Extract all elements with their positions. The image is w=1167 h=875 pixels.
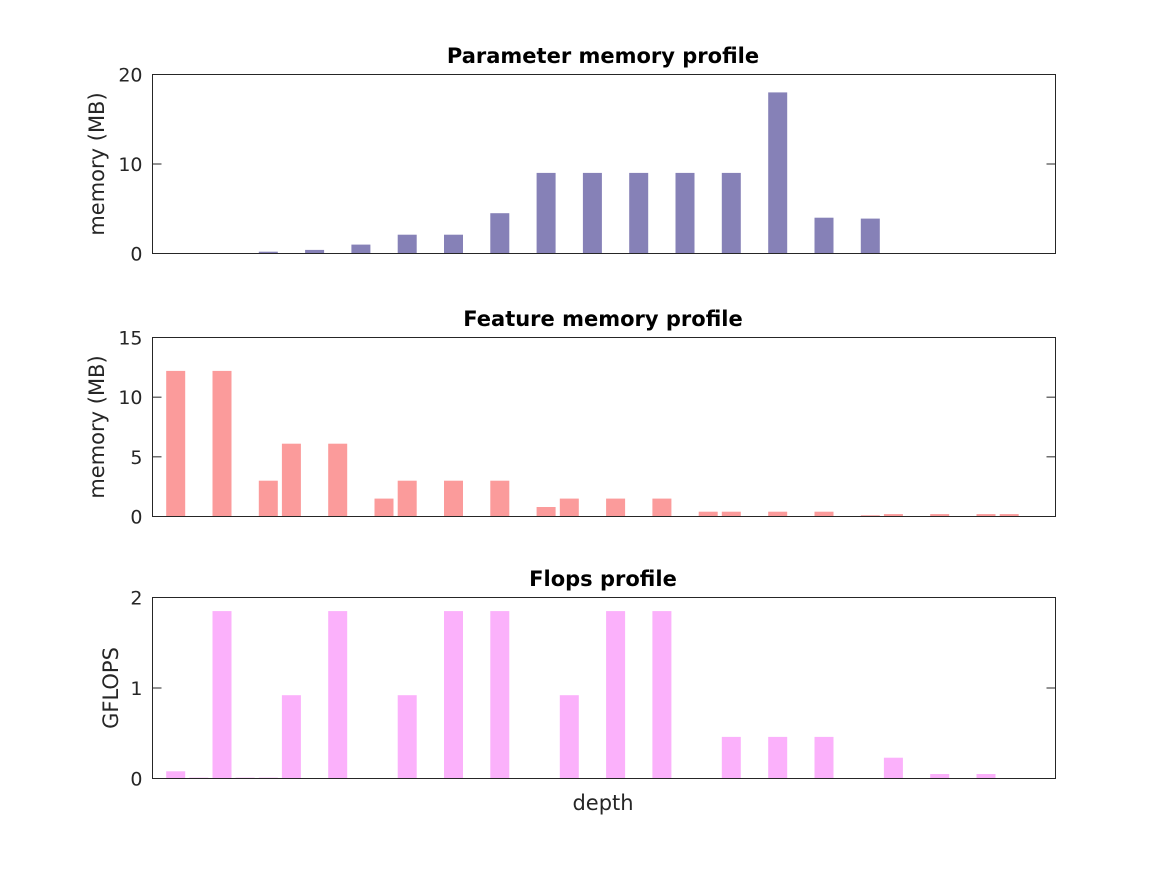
bars-group: [166, 611, 996, 779]
feature-memory-chart: Feature memory profile memory (MB) 0 5 10 1…: [85, 307, 1056, 529]
bar: [212, 611, 232, 779]
bar: [397, 234, 417, 254]
bar: [675, 172, 695, 254]
bar: [698, 511, 718, 517]
bar: [444, 234, 463, 254]
y-tick-label: 5: [130, 447, 142, 469]
bar: [397, 480, 417, 517]
bar: [582, 172, 602, 254]
bars-group: [166, 370, 1019, 517]
y-axis-label: GFLOPS: [99, 647, 123, 729]
bar: [652, 498, 672, 517]
bar: [930, 774, 950, 779]
bar: [860, 218, 880, 254]
bar: [930, 514, 950, 517]
y-tick-label: 10: [118, 387, 142, 409]
bar: [559, 695, 579, 779]
chart-title: Flops profile: [529, 567, 677, 591]
bar: [281, 695, 301, 779]
bar: [976, 774, 996, 779]
y-tick-label: 10: [118, 154, 142, 176]
chart-title: Feature memory profile: [463, 307, 742, 331]
bar: [536, 507, 556, 517]
bar: [281, 443, 301, 517]
bar: [629, 172, 649, 254]
bar: [721, 172, 741, 254]
y-ticks-group: 0 1 2: [130, 588, 1056, 791]
chart-title: Parameter memory profile: [447, 44, 759, 68]
bar: [606, 611, 626, 779]
bar: [258, 251, 278, 254]
bar: [768, 736, 788, 779]
bar: [166, 771, 186, 779]
y-axis-label: memory (MB): [85, 92, 109, 235]
bar: [490, 611, 510, 779]
y-tick-label: 20: [118, 65, 142, 87]
bar: [166, 370, 186, 517]
y-tick-label: 1: [130, 678, 142, 700]
bar: [374, 498, 394, 517]
bar: [490, 213, 510, 254]
bar: [814, 736, 834, 779]
bar: [397, 695, 417, 779]
y-tick-label: 2: [130, 588, 142, 610]
plot-frame: [152, 597, 1056, 779]
bar: [768, 511, 788, 517]
plot-frame: [152, 337, 1056, 517]
bar: [721, 511, 741, 517]
bar: [606, 498, 626, 517]
bar: [328, 611, 348, 779]
bar: [351, 244, 371, 254]
y-ticks-group: 0 5 10 15: [118, 328, 1056, 529]
bar: [768, 92, 788, 254]
bar: [212, 370, 232, 517]
bar: [883, 757, 903, 779]
bar: [328, 443, 348, 517]
bar: [559, 498, 579, 517]
y-tick-label: 0: [130, 244, 142, 266]
parameter-memory-chart: Parameter memory profile memory (MB) 0 10…: [85, 44, 1056, 266]
bar: [305, 249, 325, 254]
y-ticks-group: 0 10 20: [118, 65, 1056, 266]
y-axis-label: memory (MB): [85, 355, 109, 498]
bar: [444, 480, 463, 517]
y-tick-label: 15: [118, 328, 142, 350]
bar: [721, 736, 741, 779]
y-tick-label: 0: [130, 769, 142, 791]
bar: [999, 514, 1019, 517]
bar: [814, 217, 834, 254]
x-axis-label: depth: [572, 791, 633, 815]
bar: [490, 480, 510, 517]
bars-group: [258, 92, 880, 254]
bar: [883, 514, 903, 517]
bar: [976, 514, 996, 517]
bar: [814, 511, 834, 517]
bar: [444, 611, 463, 779]
bar: [536, 172, 556, 254]
bar: [860, 515, 880, 517]
plot-frame: [152, 74, 1056, 254]
bar: [258, 480, 278, 517]
y-tick-label: 0: [130, 507, 142, 529]
flops-chart: Flops profile GFLOPS 0 1 2 depth: [99, 567, 1056, 815]
bar: [652, 611, 672, 779]
